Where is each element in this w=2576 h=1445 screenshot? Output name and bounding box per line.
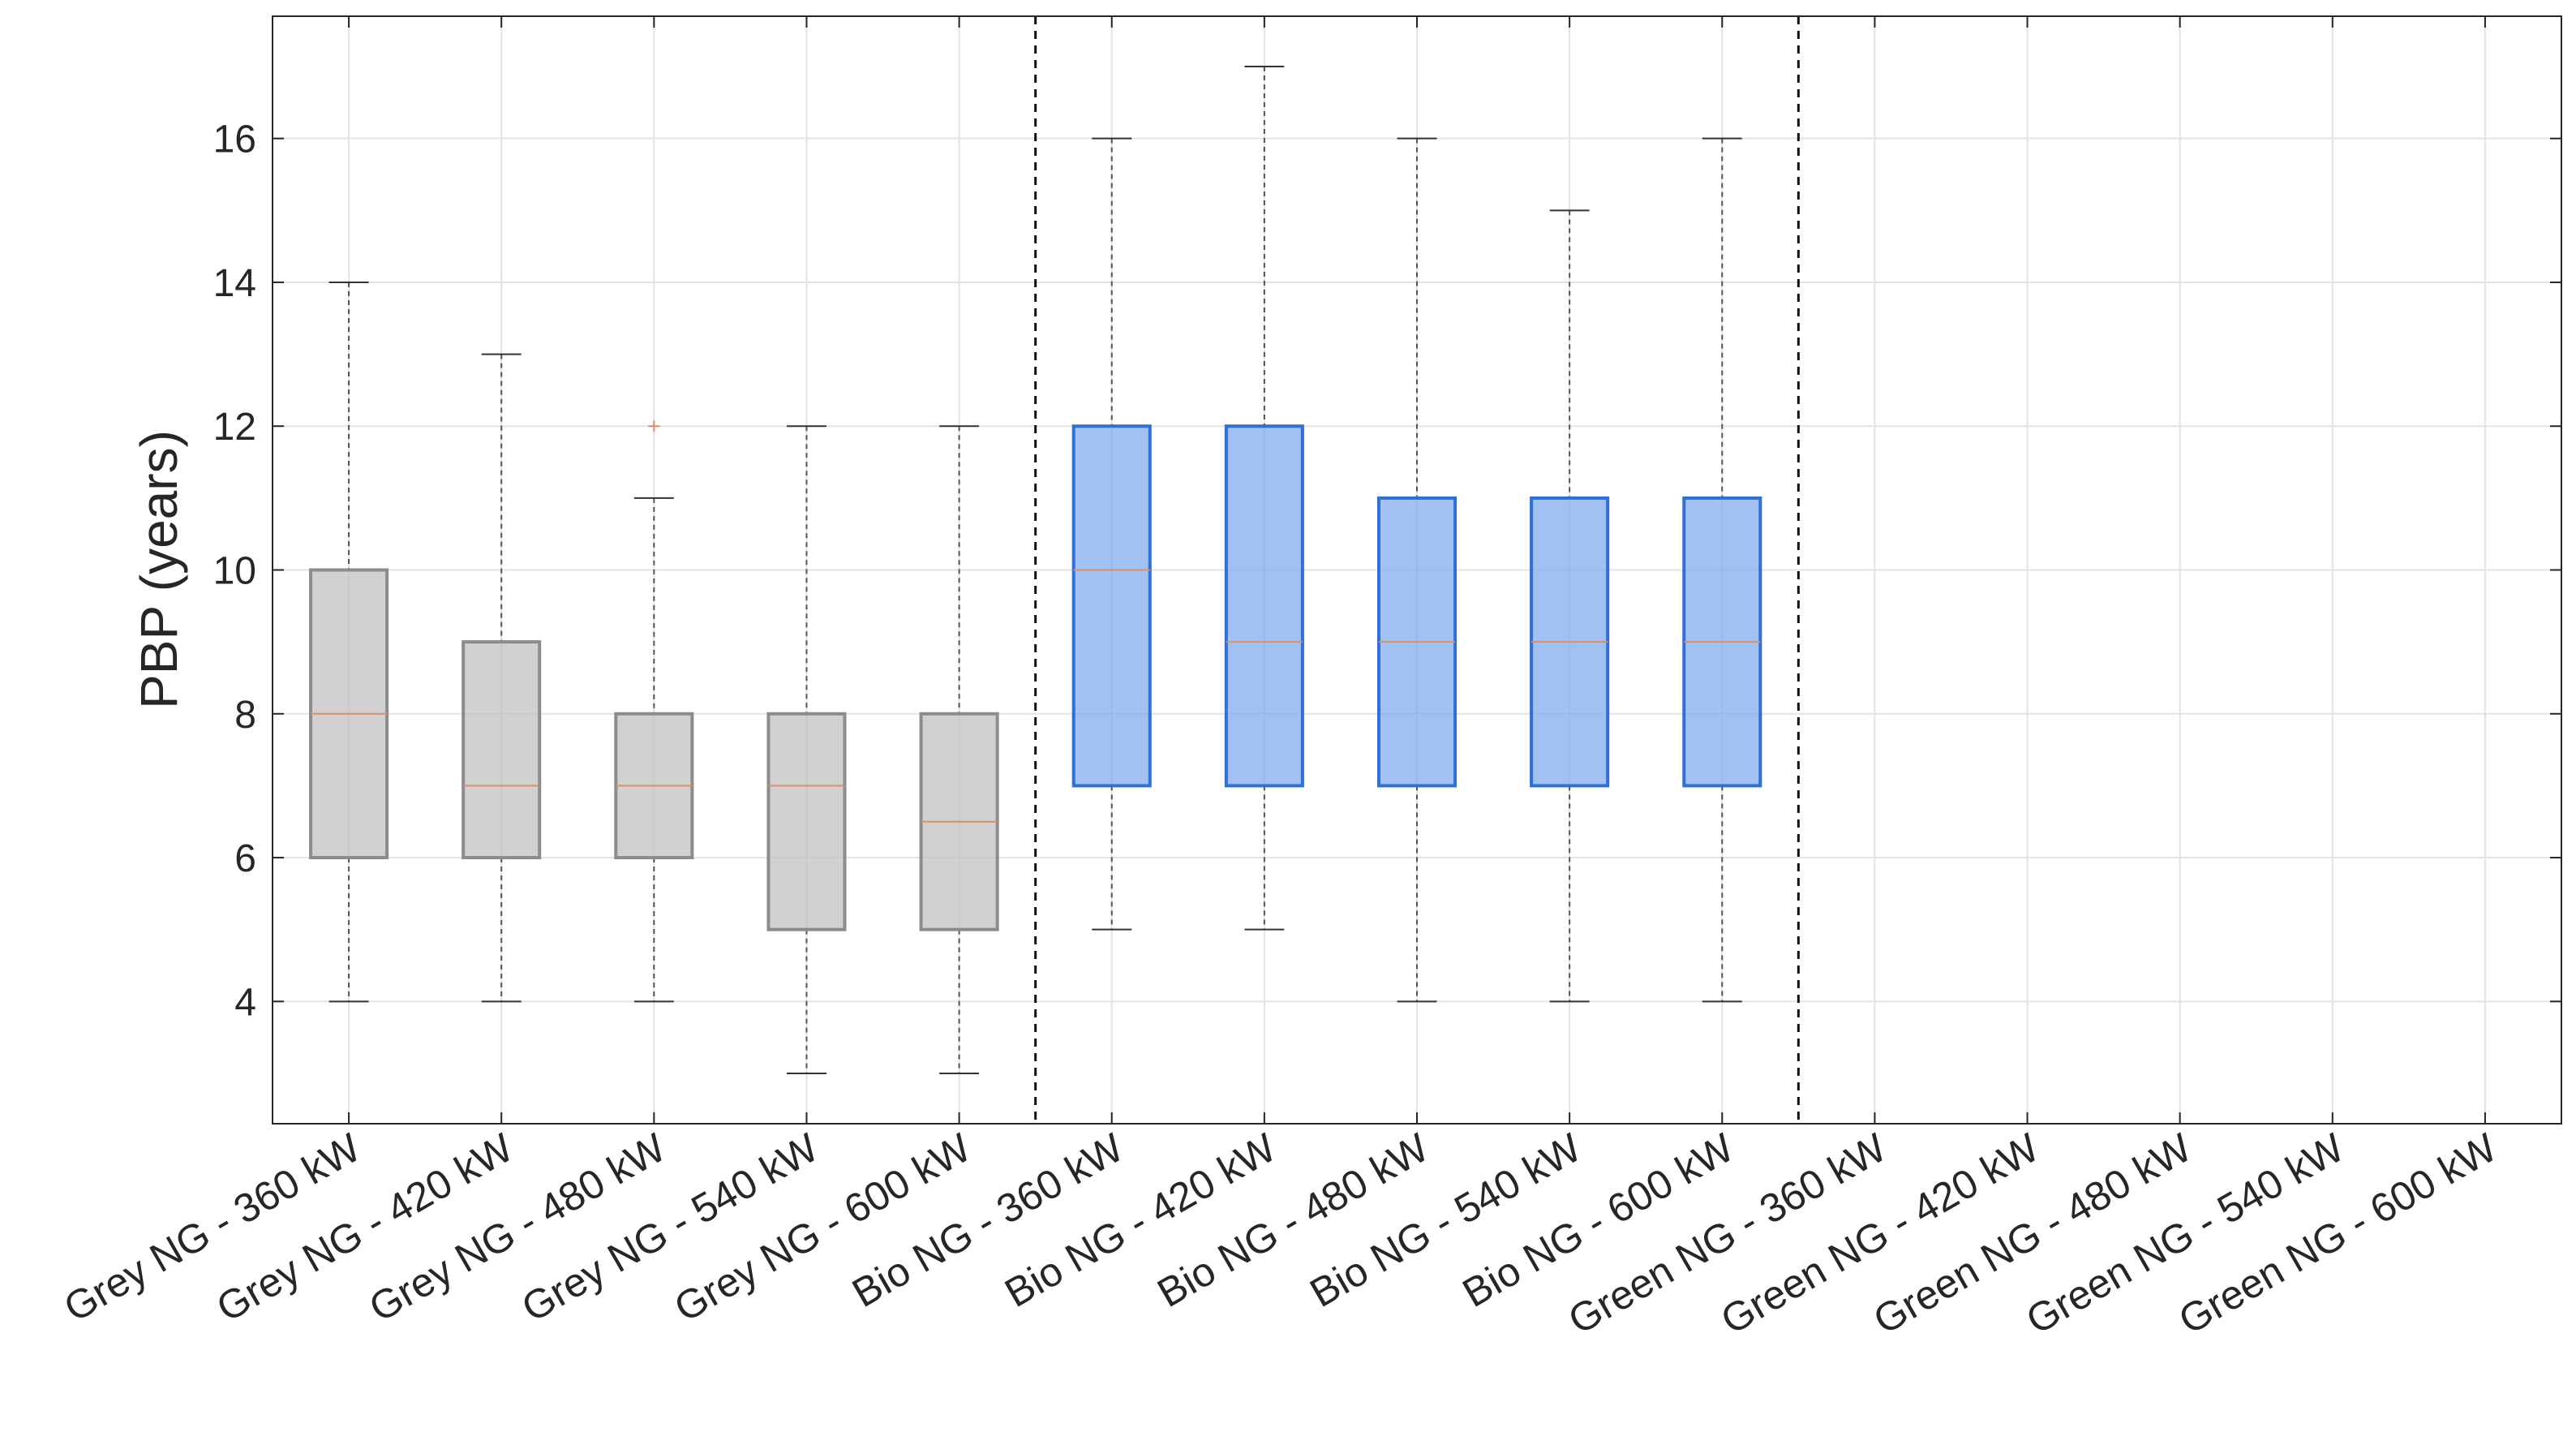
box-9 bbox=[1682, 137, 1762, 1003]
y-axis-label: PBP (years) bbox=[130, 430, 188, 709]
box-4 bbox=[919, 425, 999, 1074]
y-tick-label: 16 bbox=[213, 118, 256, 161]
y-tick-label: 10 bbox=[213, 550, 256, 593]
box-2 bbox=[614, 420, 694, 1003]
x-tick-label: Bio NG - 420 kW bbox=[998, 1125, 1285, 1316]
box-6 bbox=[1224, 66, 1304, 931]
box-1 bbox=[462, 353, 542, 1003]
box-iqr bbox=[1224, 424, 1304, 788]
x-tick-label: Bio NG - 480 kW bbox=[1150, 1125, 1437, 1316]
boxes bbox=[309, 66, 1762, 1074]
box-3 bbox=[766, 425, 847, 1074]
box-iqr bbox=[462, 640, 542, 860]
x-tick-label: Bio NG - 540 kW bbox=[1303, 1125, 1590, 1316]
box-5 bbox=[1071, 137, 1152, 931]
box-8 bbox=[1530, 209, 1610, 1003]
y-tick-label: 14 bbox=[213, 262, 256, 305]
y-tick-label: 12 bbox=[213, 406, 256, 449]
outlier-marker bbox=[648, 420, 660, 432]
box-iqr bbox=[1071, 424, 1152, 788]
y-ticks: 4 6 8 10 12 14 16 bbox=[213, 118, 2561, 1024]
y-tick-label: 8 bbox=[234, 694, 256, 737]
box-0 bbox=[309, 281, 389, 1003]
box-iqr bbox=[766, 712, 847, 931]
y-tick-label: 4 bbox=[234, 981, 256, 1024]
x-tick-label: Bio NG - 360 kW bbox=[844, 1125, 1131, 1316]
group-separators bbox=[1034, 16, 1800, 1124]
box-7 bbox=[1376, 137, 1458, 1003]
y-tick-label: 6 bbox=[234, 837, 256, 880]
